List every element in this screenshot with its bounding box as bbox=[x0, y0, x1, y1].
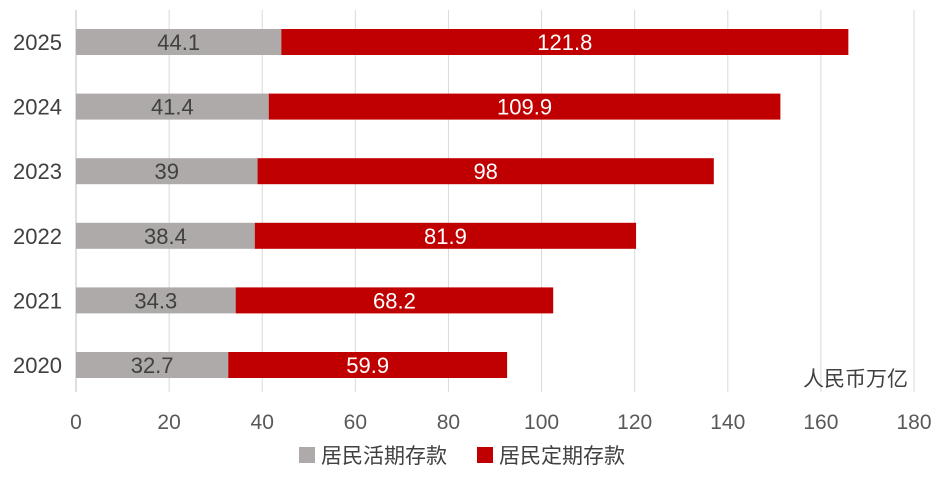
data-label: 98 bbox=[473, 159, 497, 184]
gridlines bbox=[75, 10, 915, 392]
bar-segment bbox=[76, 352, 229, 378]
bar-segment bbox=[268, 93, 781, 120]
data-label: 68.2 bbox=[373, 288, 416, 313]
x-tick-label: 140 bbox=[710, 411, 745, 434]
data-label: 34.3 bbox=[134, 288, 177, 313]
unit-label: 人民币万亿 bbox=[803, 367, 908, 391]
x-tick-label: 20 bbox=[157, 411, 180, 434]
bar-segment bbox=[76, 158, 258, 185]
bar-segment bbox=[76, 29, 282, 55]
x-tick-label: 160 bbox=[803, 411, 838, 434]
x-tick-labels: 0 20 40 60 80 100 120 140 160 180 bbox=[70, 411, 931, 434]
bar-segment bbox=[235, 287, 554, 314]
category-label: 2024 bbox=[13, 95, 62, 120]
category-label: 2021 bbox=[13, 288, 62, 313]
x-tick-label: 80 bbox=[437, 411, 460, 434]
bar-segment bbox=[76, 93, 269, 120]
bar-segment bbox=[281, 29, 849, 55]
x-tick-label: 100 bbox=[524, 411, 559, 434]
bar-segment bbox=[228, 352, 508, 378]
category-label: 2020 bbox=[13, 353, 62, 378]
bar-segment bbox=[76, 222, 255, 249]
legend-label: 居民定期存款 bbox=[499, 444, 625, 468]
legend-swatch bbox=[477, 447, 493, 463]
category-labels: 2025 2024 2023 2022 2021 2020 bbox=[13, 30, 62, 378]
x-tick-label: 0 bbox=[70, 411, 82, 434]
category-label: 2025 bbox=[13, 30, 62, 55]
x-tick-label: 180 bbox=[896, 411, 931, 434]
data-label: 121.8 bbox=[537, 30, 592, 55]
x-tick-label: 40 bbox=[251, 411, 274, 434]
bar-segment bbox=[76, 287, 236, 314]
x-tick-label: 120 bbox=[617, 411, 652, 434]
data-label: 59.9 bbox=[346, 353, 389, 378]
data-label: 109.9 bbox=[497, 95, 552, 120]
category-label: 2023 bbox=[13, 159, 62, 184]
category-label: 2022 bbox=[13, 224, 62, 249]
data-label: 32.7 bbox=[131, 353, 174, 378]
legend: 居民活期存款 居民定期存款 bbox=[299, 444, 625, 468]
bars: 44.1 121.8 41.4 109.9 39 98 38.4 81.9 34.3 68.2 32… bbox=[76, 29, 849, 378]
bar-segment bbox=[254, 222, 637, 249]
bar-segment bbox=[257, 158, 714, 185]
legend-swatch bbox=[299, 447, 315, 463]
data-label: 39 bbox=[155, 159, 179, 184]
data-label: 44.1 bbox=[157, 30, 200, 55]
data-label: 81.9 bbox=[424, 224, 467, 249]
x-tick-label: 60 bbox=[344, 411, 367, 434]
data-label: 41.4 bbox=[151, 95, 194, 120]
data-label: 38.4 bbox=[144, 224, 187, 249]
legend-label: 居民活期存款 bbox=[321, 444, 447, 468]
